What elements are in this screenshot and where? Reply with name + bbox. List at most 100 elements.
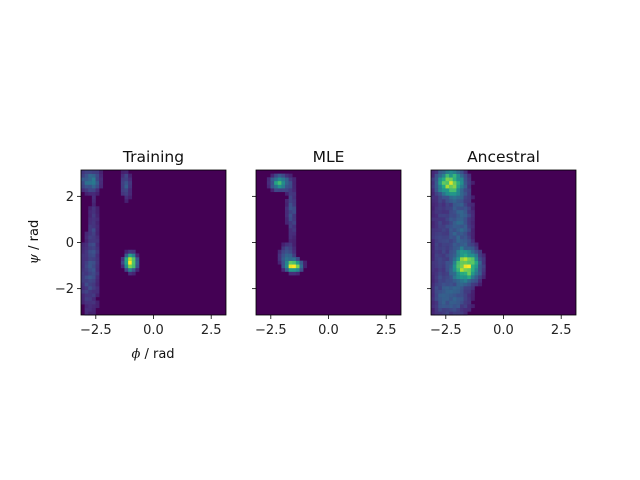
heatmap-cell	[449, 257, 454, 261]
panel-training: Training −2.5 0.0 2.5 −2 0 2	[55, 148, 227, 338]
heatmap-cell	[84, 191, 89, 196]
heatmap-cell	[285, 177, 289, 182]
heatmap-cell	[456, 253, 461, 258]
heatmap-cell	[449, 217, 454, 222]
heatmap-cell	[460, 188, 464, 193]
heatmap-cell	[95, 304, 100, 309]
heatmap-cell	[81, 286, 85, 290]
heatmap-cell	[88, 246, 93, 251]
heatmap-cell	[434, 173, 439, 178]
heatmap-cell	[434, 271, 439, 276]
heatmap-cell	[434, 304, 439, 309]
heatmap-cell	[452, 228, 457, 232]
heatmap-cell	[449, 202, 454, 207]
heatmap-cell	[124, 191, 129, 196]
heatmap-cell	[441, 289, 446, 294]
heatmap-cell	[474, 271, 479, 276]
heatmap-cell	[449, 220, 454, 225]
heatmap-cell	[120, 180, 125, 185]
heatmap-cell	[288, 235, 293, 240]
heatmap-cell	[128, 264, 133, 269]
heatmap-cell	[467, 304, 472, 309]
heatmap-cell	[449, 209, 454, 214]
heatmap-cell	[292, 209, 297, 214]
heatmap-cell	[288, 228, 293, 232]
heatmap-cell	[438, 289, 443, 294]
heatmap-cell	[463, 249, 468, 254]
x-tick-label: 0.0	[143, 323, 164, 338]
heatmap-cell	[441, 286, 446, 290]
heatmap-cell	[460, 296, 464, 301]
heatmap-cell	[470, 228, 475, 232]
heatmap-cell	[460, 202, 464, 207]
heatmap-cell	[124, 173, 129, 178]
heatmap-cell	[452, 206, 457, 211]
panel-ancestral: Ancestral −2.5 0.0 2.5	[427, 148, 577, 338]
heatmap-cell	[81, 293, 85, 298]
heatmap-cell	[463, 199, 468, 203]
heatmap-cell	[84, 278, 89, 283]
heatmap-cell	[281, 253, 286, 258]
heatmap-cell	[124, 195, 129, 200]
heatmap-cell	[478, 267, 483, 272]
heatmap-cell	[452, 224, 457, 229]
heatmap-cell	[445, 170, 450, 174]
x-tick-label: 2.5	[551, 323, 572, 338]
heatmap-cell	[88, 253, 93, 258]
heatmap-cell	[445, 213, 450, 218]
heatmap-cell	[288, 209, 293, 214]
heatmap-cell	[438, 224, 443, 229]
heatmap-cell	[456, 260, 461, 265]
heatmap-cell	[434, 170, 439, 174]
heatmap-cell	[449, 286, 454, 290]
heatmap-cell	[91, 260, 96, 265]
heatmap-cell	[441, 282, 446, 287]
heatmap-cell	[434, 293, 439, 298]
heatmap-cell	[434, 307, 439, 312]
heatmap-cell	[460, 304, 464, 309]
heatmap-cell	[449, 300, 454, 305]
heatmap-cell	[434, 264, 439, 269]
heatmap-cell	[445, 311, 450, 316]
heatmap-cell	[460, 224, 464, 229]
heatmap-cell	[131, 253, 136, 258]
heatmap-cell	[463, 238, 468, 243]
heatmap-cell	[460, 235, 464, 240]
heatmap-cell	[438, 278, 443, 283]
heatmap-cell	[128, 188, 133, 193]
heatmap-cell	[463, 300, 468, 305]
heatmap-cell	[95, 188, 100, 193]
heatmap-cell	[456, 257, 461, 261]
heatmap-cell	[470, 220, 475, 225]
heatmap-cell	[431, 195, 435, 200]
heatmap-cell	[288, 253, 293, 258]
heatmap-cell	[288, 180, 293, 185]
heatmap-cell	[449, 267, 454, 272]
heatmap-cell	[277, 249, 282, 254]
heatmap-cell	[445, 195, 450, 200]
heatmap-cell	[438, 191, 443, 196]
heatmap-cell	[128, 184, 133, 189]
heatmap-cell	[84, 253, 89, 258]
heatmap-cell	[456, 307, 461, 312]
heatmap-background	[256, 170, 401, 315]
heatmap-cell	[460, 271, 464, 276]
heatmap-cell	[120, 188, 125, 193]
heatmap-cell	[99, 173, 104, 178]
heatmap-cell	[481, 257, 486, 261]
heatmap-cell	[81, 173, 85, 178]
heatmap-cell	[124, 177, 129, 182]
heatmap-cell	[285, 184, 289, 189]
heatmap-cell	[463, 242, 468, 247]
heatmap-cell	[441, 264, 446, 269]
heatmap-cell	[452, 184, 457, 189]
heatmap-cell	[434, 282, 439, 287]
heatmap-cell	[456, 202, 461, 207]
heatmap-cell	[452, 217, 457, 222]
heatmap-cell	[460, 217, 464, 222]
x-tick-label: −2.5	[80, 323, 112, 338]
heatmap-cell	[438, 249, 443, 254]
heatmap-cell	[460, 246, 464, 251]
heatmap-cell	[288, 191, 293, 196]
heatmap-cell	[81, 180, 85, 185]
